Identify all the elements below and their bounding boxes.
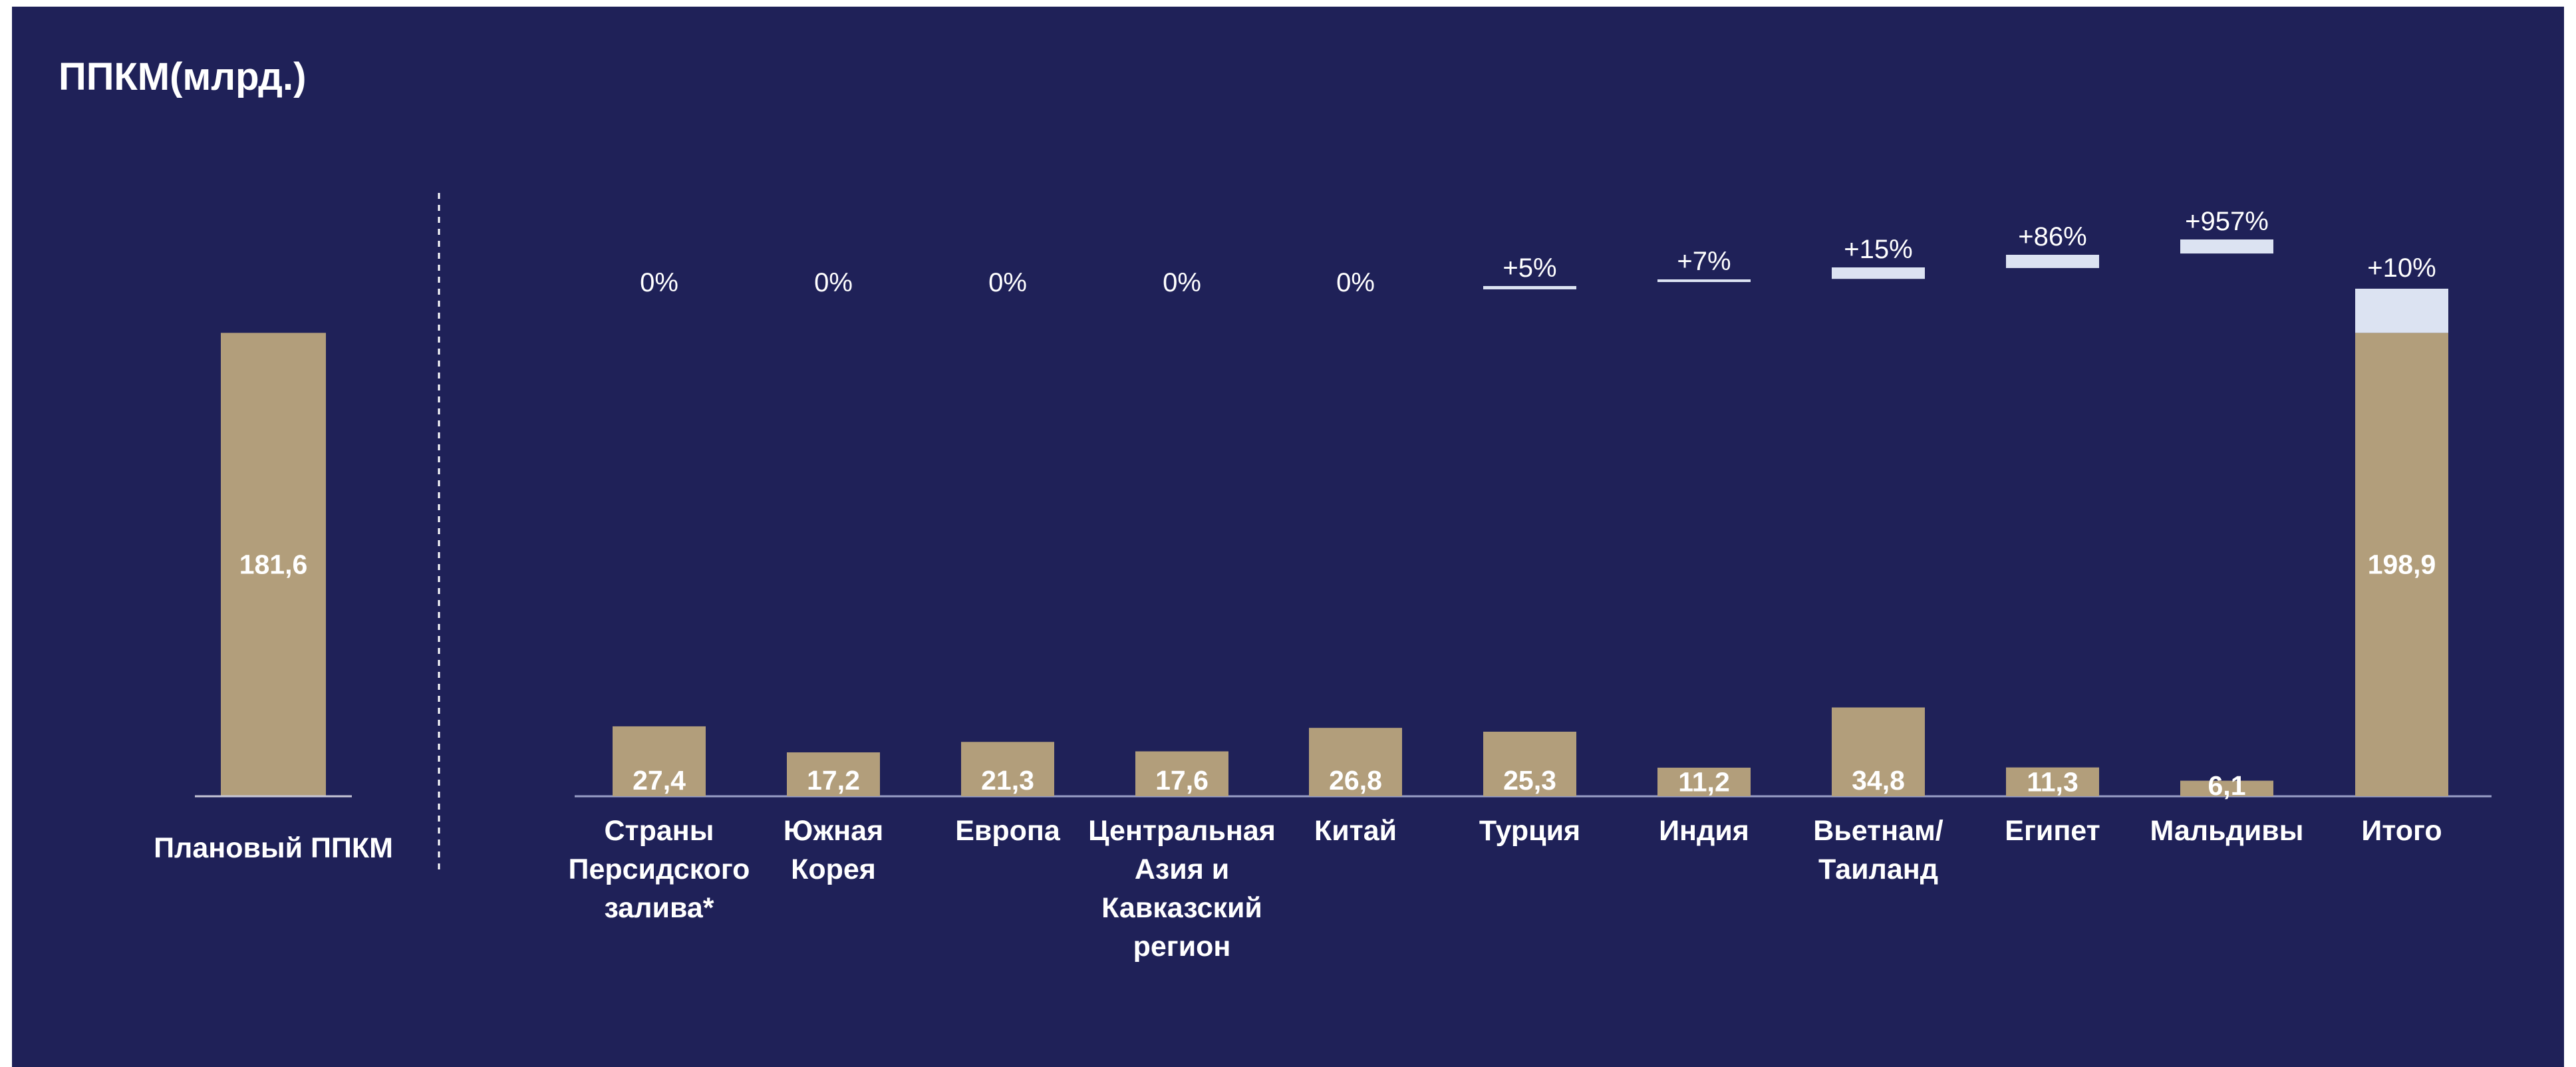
category-value-label: 25,3 (1503, 765, 1556, 796)
category-label: Египет (2005, 815, 2100, 847)
category-label: Страны (605, 815, 714, 847)
category-value-label: 11,3 (2027, 766, 2078, 797)
category-value-label: 6,1 (2208, 770, 2246, 801)
increase-bar (2180, 239, 2273, 254)
category-bar (1657, 768, 1751, 796)
category-value-label: 17,2 (807, 765, 860, 796)
category-label: Кавказский (1101, 892, 1262, 924)
category-label: Азия и (1135, 853, 1229, 885)
total-category-label: Итого (2361, 815, 2442, 847)
category-bar (1135, 751, 1228, 796)
category-value-label: 26,8 (1329, 765, 1382, 796)
change-label: 0% (1163, 268, 1201, 297)
plan-category-label: Плановый ППКМ (154, 832, 393, 864)
change-label: 0% (814, 268, 853, 297)
change-label: +86% (2018, 222, 2086, 251)
increase-bar (1657, 279, 1751, 282)
category-label: Вьетнам/ (1813, 815, 1943, 847)
category-label: Центральная (1088, 815, 1276, 847)
category-label: залива* (605, 892, 714, 924)
category-label: Мальдивы (2150, 815, 2304, 847)
category-label: Таиланд (1818, 853, 1938, 885)
chart-panel: ППКМ(млрд.) 181,6 Плановый ППКМ 27,4 Страны… (12, 7, 2564, 1067)
category-bar (2006, 767, 2099, 796)
category-label: регион (1133, 931, 1231, 963)
category-value-label: 17,6 (1155, 765, 1209, 796)
change-label: 0% (640, 268, 678, 297)
chart-title: ППКМ(млрд.) (59, 55, 306, 98)
category-value-label: 34,8 (1852, 765, 1905, 796)
total-change-label: +10% (2367, 253, 2436, 283)
change-label: +957% (2185, 207, 2269, 236)
category-value-label: 27,4 (633, 765, 686, 796)
category-bar (787, 752, 880, 796)
total-value-label: 198,9 (2368, 549, 2436, 580)
category-value-label: 11,2 (1678, 767, 1730, 798)
category-bar (1483, 731, 1576, 796)
category-bar (961, 742, 1054, 796)
change-label: +15% (1844, 235, 1912, 264)
category-bar (1309, 728, 1402, 796)
change-label: +5% (1503, 253, 1556, 283)
category-label: Южная (784, 815, 883, 847)
change-label: 0% (1336, 268, 1375, 297)
category-label: Индия (1659, 815, 1749, 847)
category-bar (613, 726, 706, 796)
category-label: Европа (955, 815, 1061, 847)
category-label: Персидского (569, 853, 750, 885)
category-bar (2180, 780, 2273, 796)
change-label: +7% (1677, 247, 1731, 276)
increase-bar (2006, 255, 2099, 268)
category-bar (1832, 707, 1925, 796)
total-bar (2355, 333, 2448, 796)
category-label: Китай (1314, 815, 1397, 847)
increase-bar (1832, 267, 1925, 279)
category-label: Корея (791, 853, 876, 885)
ppkm-chart: ППКМ(млрд.) 181,6 Плановый ППКМ 27,4 Страны… (59, 55, 2492, 963)
change-label: 0% (988, 268, 1027, 297)
plan-value-label: 181,6 (239, 549, 308, 580)
category-value-label: 21,3 (981, 765, 1034, 796)
plan-bar (221, 333, 326, 796)
category-label: Турция (1479, 815, 1580, 847)
increase-bar (1483, 286, 1576, 289)
total-increase-bar (2355, 289, 2448, 333)
